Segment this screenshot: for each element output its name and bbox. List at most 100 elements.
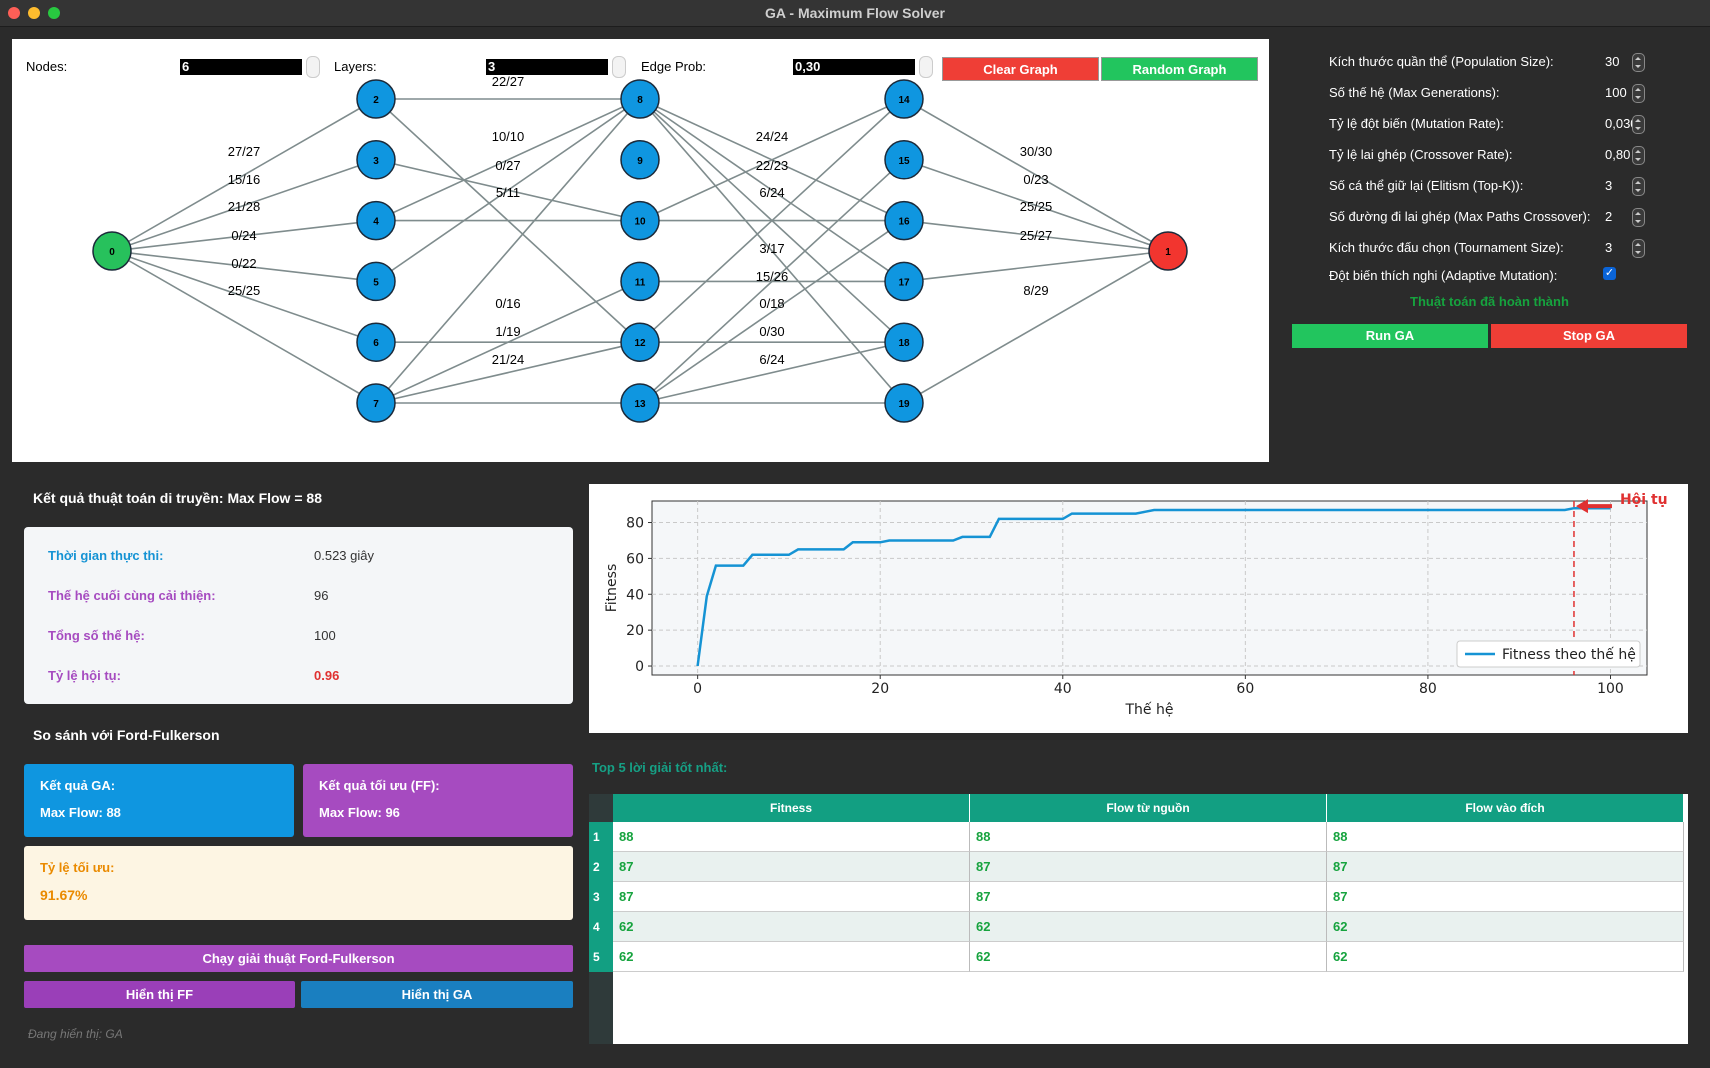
graph-edge (111, 219, 377, 252)
random-graph-button[interactable]: Random Graph (1101, 57, 1258, 81)
table-cell[interactable]: 87 (970, 882, 1327, 912)
show-ga-button[interactable]: Hiển thị GA (301, 981, 573, 1008)
status-text: Thuật toán đã hoàn thành (1410, 294, 1569, 309)
param-spinner[interactable] (1632, 239, 1645, 258)
table-cell[interactable]: 88 (1327, 822, 1684, 852)
ff-result-title: Kết quả tối ưu (FF): (319, 778, 440, 793)
table-row-index[interactable]: 4 (589, 912, 613, 942)
graph-node[interactable] (884, 79, 924, 119)
close-window-icon[interactable] (8, 7, 20, 19)
graph-edge (375, 341, 641, 404)
param-spinner[interactable] (1632, 177, 1645, 196)
y-tick-label: 20 (626, 623, 644, 639)
param-value-input[interactable]: 2 (1605, 209, 1613, 224)
graph-node[interactable] (884, 261, 924, 302)
edge-flow-label: 8/29 (1023, 283, 1048, 298)
table-gutter (589, 972, 613, 1044)
zoom-window-icon[interactable] (48, 7, 60, 19)
run-ford-fulkerson-button[interactable]: Chạy giải thuật Ford-Fulkerson (24, 945, 573, 972)
x-tick-label: 80 (1419, 681, 1437, 697)
graph-node-label: 1 (1165, 247, 1171, 258)
graph-node[interactable] (884, 322, 924, 362)
legend-label: Fitness theo thế hệ (1502, 646, 1636, 663)
run-ga-button[interactable]: Run GA (1292, 324, 1488, 348)
graph-edge (375, 98, 641, 404)
table-cell[interactable]: 87 (613, 882, 970, 912)
table-header[interactable]: Flow từ nguồn (970, 794, 1327, 822)
table-cell[interactable]: 62 (1327, 942, 1684, 972)
table-cell[interactable]: 62 (970, 942, 1327, 972)
edge-flow-label: 0/24 (231, 228, 256, 243)
param-spinner[interactable] (1632, 84, 1645, 103)
edge-prob-spinner[interactable] (919, 56, 933, 78)
param-spinner[interactable] (1632, 146, 1645, 165)
x-axis-label: Thế hệ (1125, 701, 1174, 718)
table-row-index[interactable]: 3 (589, 882, 613, 912)
graph-node[interactable] (884, 200, 924, 241)
result-label: Tỷ lệ hội tụ: (48, 668, 121, 683)
result-value: 96 (314, 588, 329, 603)
graph-node[interactable] (620, 322, 660, 362)
table-cell[interactable]: 62 (613, 942, 970, 972)
table-cell[interactable]: 87 (1327, 882, 1684, 912)
graph-node-label: 7 (373, 399, 379, 410)
param-value-input[interactable]: 100 (1605, 85, 1627, 100)
stop-ga-button[interactable]: Stop GA (1491, 324, 1687, 348)
graph-node[interactable] (620, 383, 660, 423)
param-value-input[interactable]: 30 (1605, 54, 1620, 69)
table-header[interactable]: Fitness (613, 794, 970, 822)
table-header[interactable]: Flow vào đích (1327, 794, 1684, 822)
graph-node-label: 9 (637, 156, 643, 167)
graph-node[interactable] (620, 79, 660, 119)
table-cell[interactable]: 62 (1327, 912, 1684, 942)
layers-input[interactable]: 3 (486, 59, 608, 75)
layers-label: Layers: (334, 59, 377, 74)
graph-node[interactable] (620, 261, 660, 302)
table-row-index[interactable]: 1 (589, 822, 613, 852)
graph-node-label: 15 (898, 156, 910, 167)
graph-node[interactable] (620, 200, 660, 241)
param-spinner[interactable] (1632, 208, 1645, 227)
param-value-input[interactable]: 3 (1605, 240, 1613, 255)
graph-node[interactable] (1148, 231, 1188, 271)
graph-node-label: 13 (634, 399, 646, 410)
graph-node[interactable] (620, 140, 660, 180)
layers-spinner[interactable] (612, 56, 626, 78)
table-row-index[interactable]: 2 (589, 852, 613, 882)
param-value-input[interactable]: 0,80 (1605, 147, 1631, 162)
title-bar: GA - Maximum Flow Solver (0, 0, 1710, 27)
table-cell[interactable]: 88 (970, 822, 1327, 852)
minimize-window-icon[interactable] (28, 7, 40, 19)
graph-node[interactable] (884, 383, 924, 423)
clear-graph-button[interactable]: Clear Graph (942, 57, 1099, 81)
param-spinner[interactable] (1632, 115, 1645, 134)
table-cell[interactable]: 87 (613, 852, 970, 882)
table-cell[interactable]: 88 (613, 822, 970, 852)
graph-node[interactable] (356, 383, 396, 423)
adaptive-mutation-checkbox[interactable]: ✓ (1603, 267, 1616, 280)
graph-node[interactable] (356, 322, 396, 362)
edge-flow-label: 15/16 (228, 172, 261, 187)
edge-prob-input[interactable]: 0,30 (793, 59, 915, 75)
graph-node[interactable] (92, 231, 132, 271)
nodes-input[interactable]: 6 (180, 59, 302, 75)
convergence-annotation: Hội tụ (1620, 492, 1668, 508)
graph-node[interactable] (884, 140, 924, 180)
graph-edge (111, 250, 377, 283)
table-cell[interactable]: 62 (613, 912, 970, 942)
param-value-input[interactable]: 0,030 (1605, 116, 1638, 131)
show-ff-button[interactable]: Hiển thị FF (24, 981, 295, 1008)
graph-node[interactable] (356, 261, 396, 302)
graph-edge (639, 219, 905, 404)
param-label: Số đường đi lai ghép (Max Paths Crossove… (1329, 209, 1591, 224)
table-cell[interactable]: 62 (970, 912, 1327, 942)
graph-node[interactable] (356, 140, 396, 180)
param-value-input[interactable]: 3 (1605, 178, 1613, 193)
graph-node[interactable] (356, 79, 396, 119)
table-row-index[interactable]: 5 (589, 942, 613, 972)
table-cell[interactable]: 87 (970, 852, 1327, 882)
param-spinner[interactable] (1632, 53, 1645, 72)
table-cell[interactable]: 87 (1327, 852, 1684, 882)
graph-node[interactable] (356, 200, 396, 241)
nodes-spinner[interactable] (306, 56, 320, 78)
